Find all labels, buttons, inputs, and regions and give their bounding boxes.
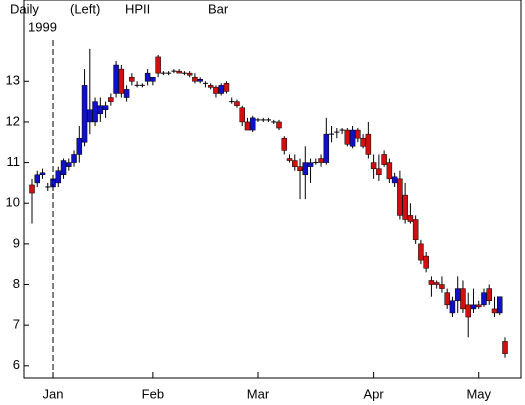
x-tick-label: Mar: [247, 386, 270, 401]
candle-body: [381, 154, 387, 165]
candle-body: [113, 64, 119, 94]
candle-body: [244, 121, 251, 131]
candle-body: [108, 97, 114, 102]
candle-body: [470, 304, 477, 310]
candle-body: [71, 154, 77, 163]
candle-body: [102, 105, 109, 110]
candle-body: [439, 284, 445, 289]
candle-body: [370, 162, 377, 169]
y-tick-label: 6: [13, 357, 20, 372]
candle-body: [475, 304, 482, 308]
candle-body: [491, 308, 498, 314]
candle-body: [223, 83, 230, 92]
candle-body: [365, 133, 372, 155]
candle-body: [213, 87, 219, 94]
y-tick-label: 11: [7, 154, 21, 169]
candle-body: [207, 85, 214, 88]
y-tick-label: 9: [13, 235, 20, 250]
y-tick-label: 10: [6, 195, 20, 210]
candle-body: [297, 166, 303, 171]
candle-body: [428, 280, 435, 285]
candle-body: [502, 341, 508, 354]
candle-body: [34, 174, 41, 184]
candle-body: [66, 162, 72, 167]
candle-body: [418, 243, 424, 261]
candle-body: [397, 178, 403, 216]
candle-body: [129, 76, 135, 82]
candle-body: [386, 162, 393, 180]
candle-body: [318, 158, 324, 163]
candle-body: [144, 72, 151, 82]
candle-body: [360, 137, 366, 147]
candle-body: [344, 129, 351, 145]
candle-body: [186, 72, 193, 76]
y-tick-label: 7: [13, 317, 20, 332]
candle-body: [481, 292, 487, 306]
symbol-label: HPII: [125, 1, 150, 16]
x-tick-label: Jan: [43, 386, 64, 401]
candle-body: [460, 288, 466, 310]
y-tick-label: 13: [6, 73, 20, 88]
candle-body: [423, 255, 429, 269]
year-label: 1999: [28, 19, 57, 34]
candle-body: [155, 56, 161, 74]
candle-body: [234, 101, 240, 106]
candle-body: [355, 129, 361, 139]
y-tick-label: 12: [6, 113, 20, 128]
candle-body: [150, 76, 156, 82]
candle-body: [433, 282, 440, 285]
candle-body: [87, 109, 93, 123]
candle-body: [281, 137, 288, 151]
period-label: Daily: [10, 1, 39, 16]
candle-body: [349, 129, 356, 147]
x-tick-label: Apr: [363, 386, 384, 401]
candle-body: [323, 133, 330, 163]
candle-body: [302, 162, 309, 176]
candle-body: [412, 219, 419, 241]
candle-body: [239, 107, 245, 123]
candle-body: [81, 85, 88, 143]
candle-body: [444, 292, 450, 306]
candle-body: [307, 162, 314, 167]
x-tick-label: Feb: [142, 386, 164, 401]
candle-body: [39, 172, 46, 176]
candle-body: [391, 176, 398, 184]
candle-body: [92, 101, 98, 123]
candle-body: [118, 68, 125, 94]
candle-body: [192, 76, 198, 82]
candle-body: [76, 137, 83, 155]
candle-body: [197, 79, 203, 82]
candle-body: [376, 168, 382, 176]
candle-body: [276, 121, 282, 129]
y-tick-label: 8: [13, 276, 20, 291]
candle-body: [486, 288, 492, 302]
candle-body: [29, 184, 35, 194]
candle-body: [123, 89, 130, 98]
candle-body: [454, 288, 461, 302]
scale-label: (Left): [70, 1, 100, 16]
candle-body: [465, 304, 471, 318]
candle-body: [55, 170, 62, 184]
candle-body: [407, 215, 414, 222]
candle-body: [286, 158, 293, 161]
plot-frame: [23, 0, 522, 379]
style-label: Bar: [208, 1, 229, 16]
candle-body: [218, 85, 224, 94]
candle-body: [60, 160, 67, 176]
candle-body: [292, 160, 298, 167]
candle-body: [249, 117, 256, 131]
candle-body: [176, 70, 182, 74]
candle-body: [449, 300, 456, 314]
x-tick-label: May: [466, 386, 491, 401]
candle-body: [402, 194, 408, 220]
candle-body: [97, 105, 104, 115]
candle-body: [496, 296, 503, 314]
